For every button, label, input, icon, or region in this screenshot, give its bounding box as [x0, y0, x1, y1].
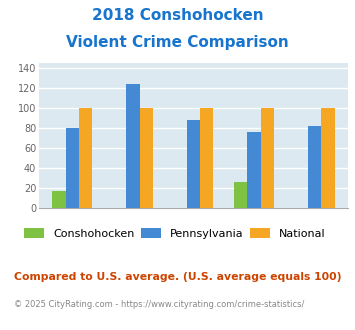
Bar — [126, 84, 140, 208]
Bar — [308, 126, 321, 208]
Bar — [234, 182, 247, 208]
Bar — [66, 128, 79, 208]
Bar — [53, 191, 66, 208]
Bar — [261, 108, 274, 208]
Bar — [79, 108, 92, 208]
Text: Violent Crime Comparison: Violent Crime Comparison — [66, 35, 289, 50]
Bar — [321, 108, 334, 208]
Legend: Conshohocken, Pennsylvania, National: Conshohocken, Pennsylvania, National — [20, 223, 330, 243]
Bar — [140, 108, 153, 208]
Bar — [187, 120, 200, 208]
Text: Compared to U.S. average. (U.S. average equals 100): Compared to U.S. average. (U.S. average … — [14, 272, 342, 282]
Bar — [247, 132, 261, 208]
Text: © 2025 CityRating.com - https://www.cityrating.com/crime-statistics/: © 2025 CityRating.com - https://www.city… — [14, 300, 305, 309]
Text: 2018 Conshohocken: 2018 Conshohocken — [92, 8, 263, 23]
Bar — [200, 108, 213, 208]
